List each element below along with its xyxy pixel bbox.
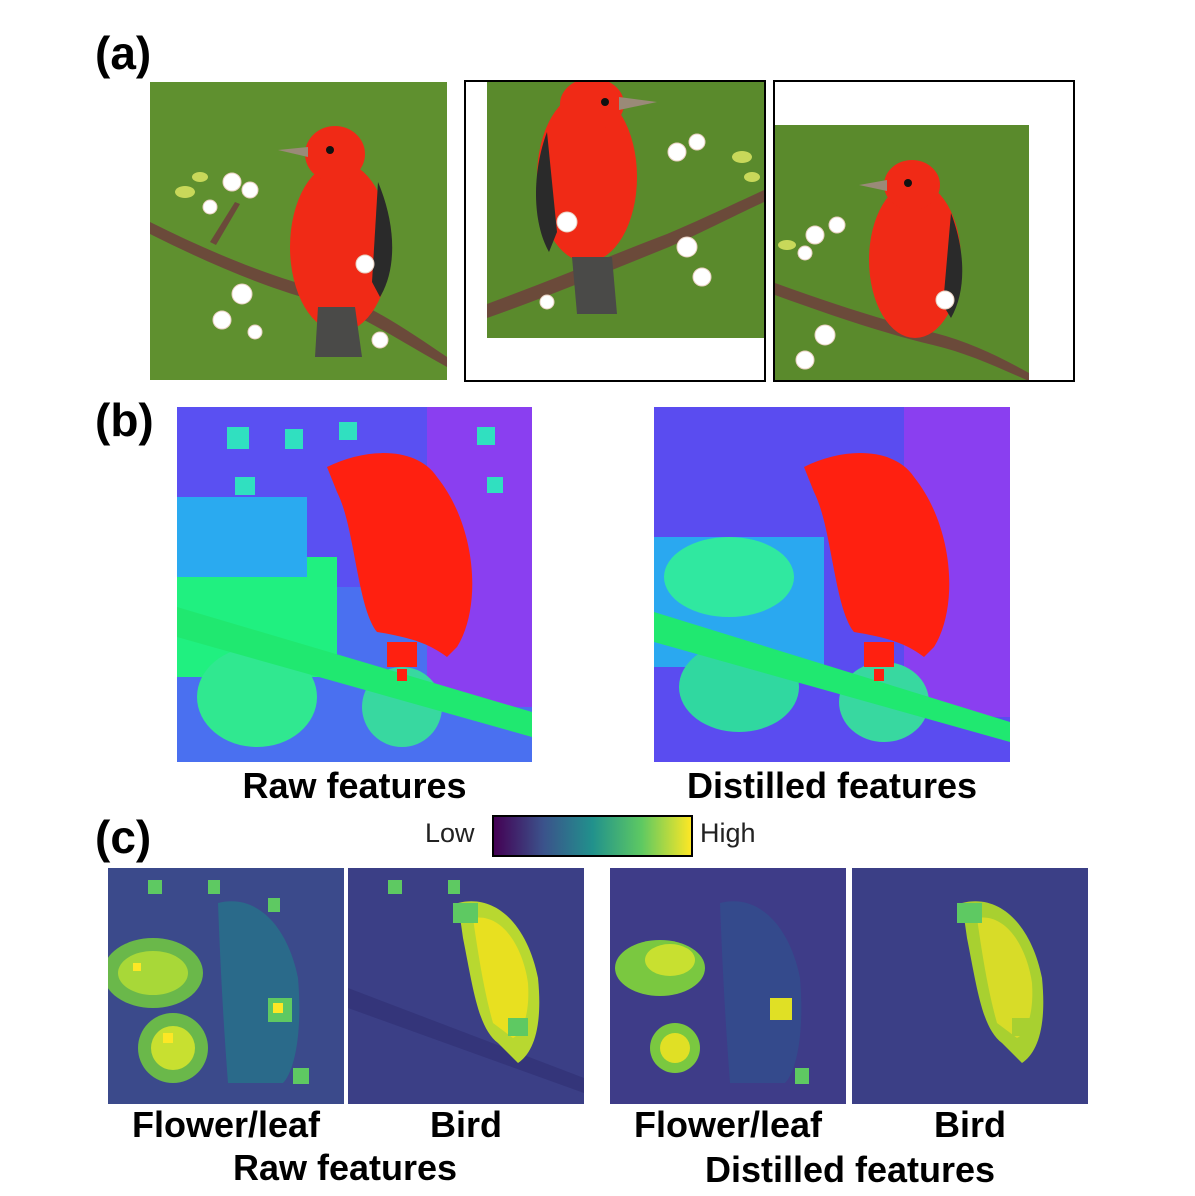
caption-raw-bird: Bird [430, 1104, 502, 1145]
caption-distilled-flower-leaf: Flower/leaf [633, 1104, 823, 1145]
raw-features-pca-map [177, 407, 532, 762]
colorbar-high-label: High [700, 818, 756, 848]
bird-photo-original [150, 82, 447, 380]
distilled-bird-heatmap [852, 868, 1088, 1104]
caption-raw-features: Raw features [242, 765, 467, 806]
caption-raw-flower-leaf: Flower/leaf [131, 1104, 321, 1145]
caption-distilled-features: Distilled features [686, 765, 978, 806]
raw-flower-leaf-heatmap [108, 868, 344, 1104]
distilled-flower-leaf-heatmap [610, 868, 846, 1104]
bird-photo-cropped [775, 125, 1029, 380]
colorbar-low-label: Low [425, 818, 475, 848]
caption-distilled-bird: Bird [934, 1104, 1006, 1145]
panel-label-c: (c) [95, 811, 152, 863]
colorbar [492, 815, 693, 857]
panel-label-b: (b) [95, 394, 154, 446]
caption-distilled-features-group: Distilled features [704, 1149, 996, 1190]
bird-photo-shifted [487, 82, 764, 338]
panel-label-a: (a) [95, 27, 152, 79]
caption-raw-features-group: Raw features [232, 1147, 458, 1188]
raw-bird-heatmap [348, 868, 584, 1104]
distilled-features-pca-map [654, 407, 1010, 762]
